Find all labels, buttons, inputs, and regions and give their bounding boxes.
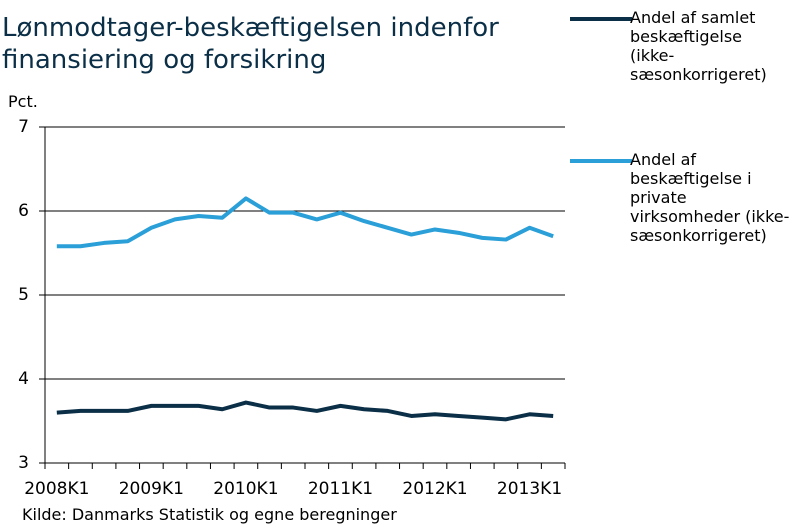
- legend-label: Andel af beskæftigelse i private virksom…: [630, 150, 790, 245]
- y-tick-label: 3: [18, 453, 29, 473]
- y-tick-label: 7: [18, 117, 29, 137]
- x-tick-label: 2011K1: [308, 479, 373, 499]
- x-tick-label: 2013K1: [497, 479, 562, 499]
- y-tick-label: 5: [18, 285, 29, 305]
- legend-label: Andel af samlet beskæftigelse (ikke-sæso…: [630, 8, 767, 84]
- legend-item: Andel af samlet beskæftigelse (ikke-sæso…: [570, 8, 798, 84]
- legend-swatch: [570, 159, 632, 163]
- series-line: [56, 400, 554, 422]
- source-note: Kilde: Danmarks Statistik og egne beregn…: [22, 505, 397, 524]
- y-tick-label: 6: [18, 201, 29, 221]
- series-line: [56, 196, 554, 249]
- x-tick-label: 2012K1: [402, 479, 467, 499]
- x-tick-label: 2008K1: [24, 479, 89, 499]
- x-tick-label: 2010K1: [213, 479, 278, 499]
- y-tick-label: 4: [18, 369, 29, 389]
- chart-title: Lønmodtager-beskæftigelsen indenfor fina…: [2, 13, 499, 75]
- x-tick-label: 2009K1: [119, 479, 184, 499]
- y-axis-label: Pct.: [8, 92, 38, 111]
- legend-swatch: [570, 17, 632, 21]
- legend-item: Andel af beskæftigelse i private virksom…: [570, 150, 798, 245]
